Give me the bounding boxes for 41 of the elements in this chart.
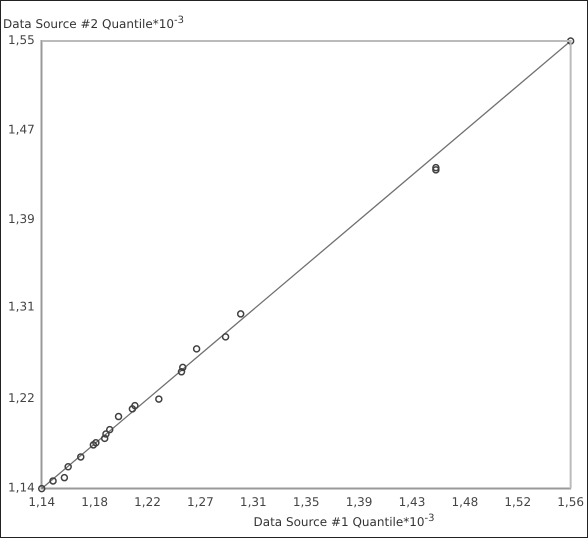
point	[566, 37, 574, 45]
point	[114, 412, 122, 420]
x-tick-label: 1,27	[187, 494, 214, 509]
x-axis-title: Data Source #1 Quantile*10$^{-3}$	[252, 513, 436, 529]
point	[178, 368, 186, 376]
point	[49, 477, 57, 485]
x-tick-label: 1,43	[398, 494, 426, 509]
y-axis-title: Data Source #2 Quantile*10$^{-3}$	[3, 15, 184, 31]
point	[222, 333, 230, 341]
point	[100, 434, 108, 442]
y-tick-label: 1,55	[8, 33, 35, 48]
y-tick-label: 1,31	[8, 300, 35, 314]
point	[77, 453, 85, 461]
point	[432, 166, 440, 174]
x-tick-label: 1,18	[81, 494, 108, 509]
y-tick-label: 1,39	[8, 212, 35, 226]
point	[179, 364, 187, 372]
x-tick-label: 1,48	[451, 494, 478, 509]
point	[90, 441, 98, 449]
y-tick-label: 1,47	[8, 122, 35, 137]
point	[432, 164, 440, 172]
point	[236, 310, 244, 318]
x-tick-label: 1,52	[504, 494, 532, 509]
point	[64, 463, 72, 471]
point	[92, 439, 100, 446]
x-tick-label: 1,31	[240, 494, 267, 509]
x-tick-label: 1,56	[557, 494, 584, 509]
point	[38, 484, 46, 492]
point	[60, 474, 68, 482]
x-tick-label: 1,14	[28, 494, 56, 509]
point	[102, 430, 110, 438]
x-tick-label: 1,35	[292, 494, 320, 509]
x-tick-label: 1,39	[346, 494, 372, 509]
point	[131, 402, 139, 410]
point	[192, 345, 200, 353]
y-tick-label: 1,14	[8, 480, 35, 495]
point	[106, 426, 114, 434]
point	[128, 405, 136, 413]
x-tick-label: 1,22	[134, 494, 161, 509]
y-tick-label: 1,22	[8, 391, 35, 406]
point	[155, 395, 163, 403]
